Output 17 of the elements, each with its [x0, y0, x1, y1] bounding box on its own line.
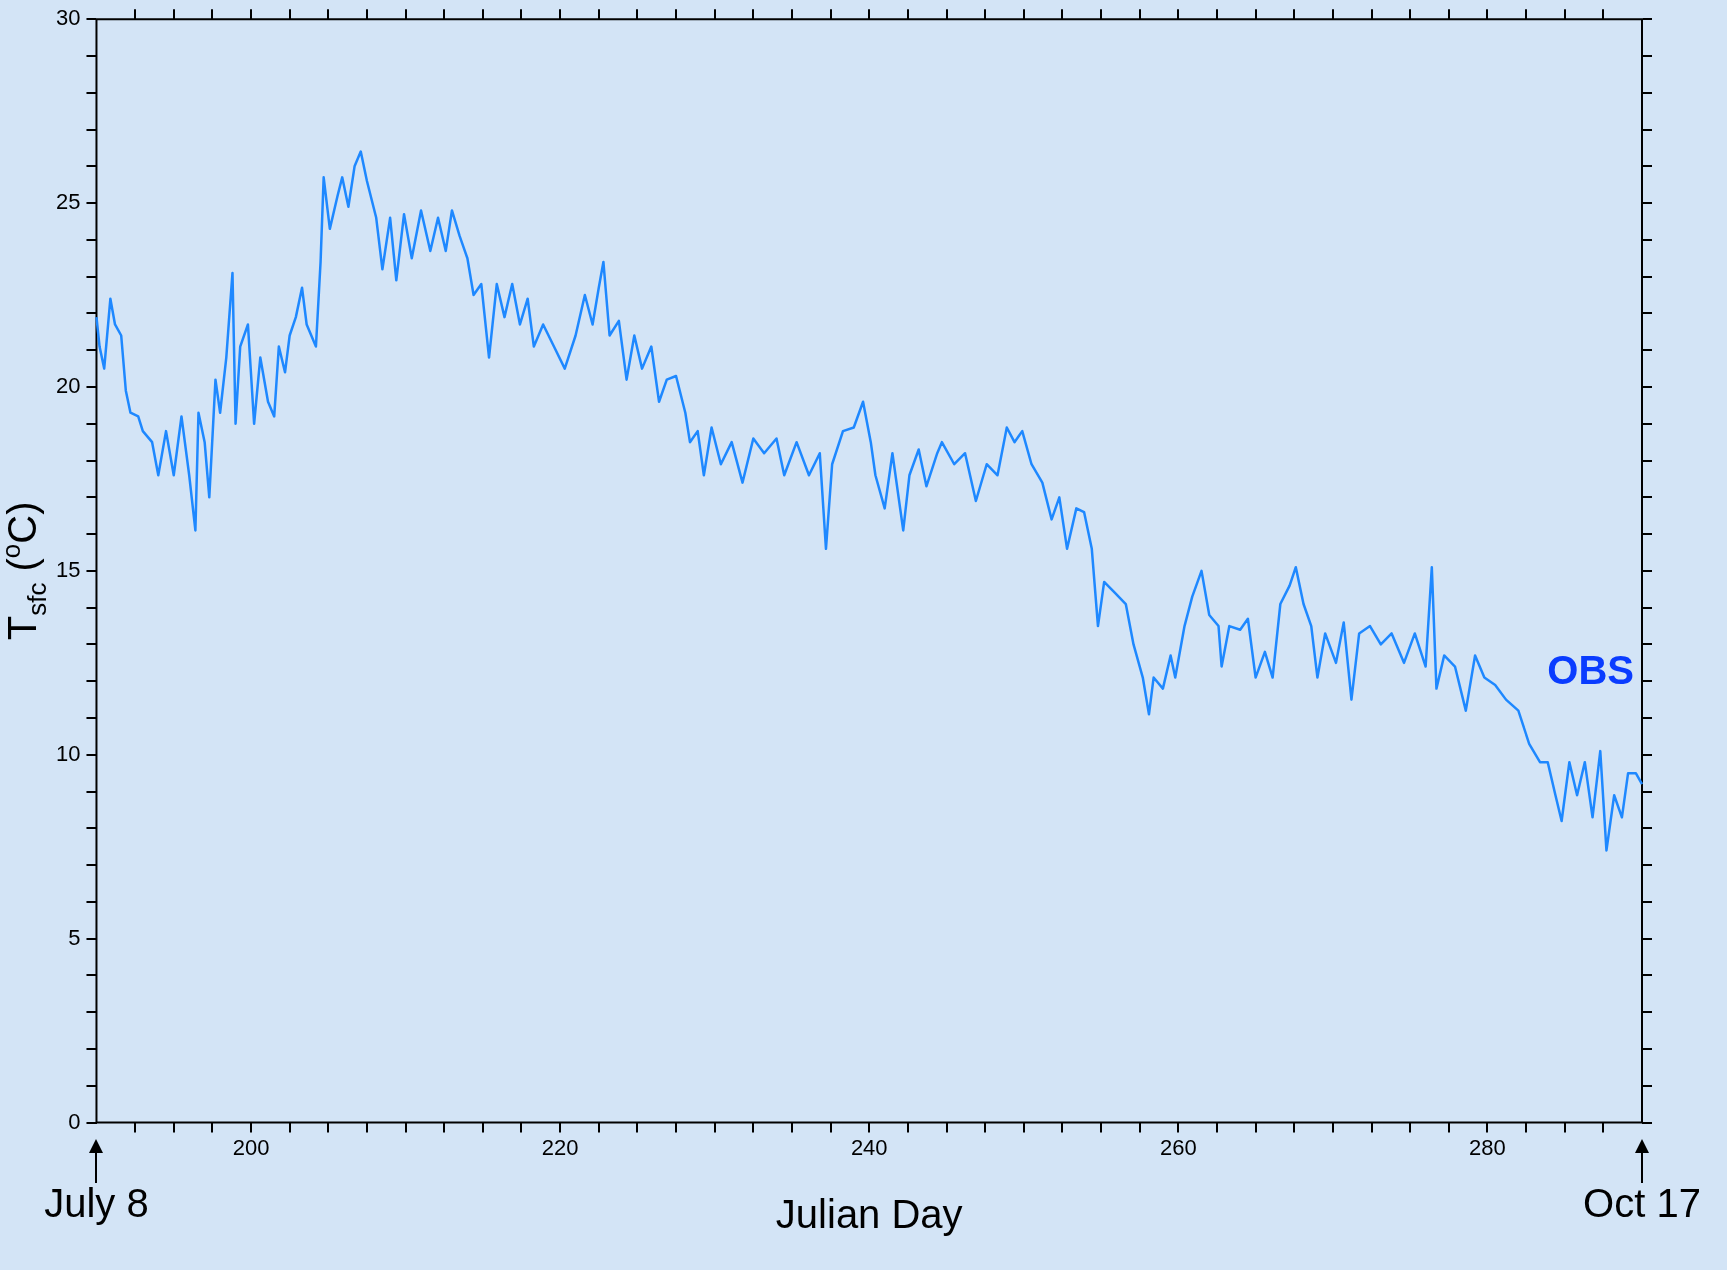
text: Oct 17: [1583, 1180, 1701, 1225]
y-tick-label: 15: [55, 556, 81, 582]
x-tick-label: 200: [232, 1134, 270, 1160]
y-tick-label: 10: [55, 740, 81, 766]
text: July 8: [44, 1180, 149, 1225]
y-tick-label: 25: [55, 189, 81, 215]
x-tick-label: 280: [1469, 1134, 1506, 1160]
y-tick-label: 0: [68, 1108, 81, 1134]
y-tick-label: 30: [55, 5, 81, 31]
y-tick-label: 20: [55, 373, 81, 399]
x-tick-label: 260: [1159, 1134, 1197, 1160]
x-axis-title: Julian Day: [775, 1191, 963, 1236]
x-tick-label: 220: [541, 1134, 579, 1160]
x-tick-label: 240: [850, 1134, 888, 1160]
y-axis-title: Tsfc (oC): [0, 501, 53, 641]
series-label: OBS: [1547, 648, 1634, 693]
y-tick-label: 5: [68, 924, 81, 950]
